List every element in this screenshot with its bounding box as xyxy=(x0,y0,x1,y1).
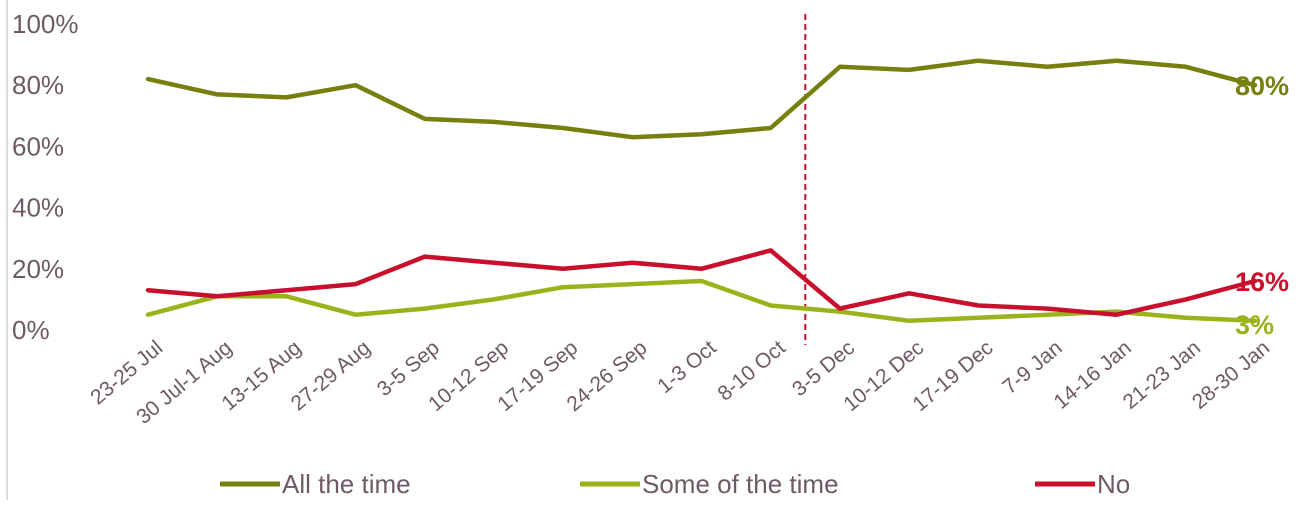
y-tick-label: 40% xyxy=(12,193,64,223)
y-tick-label: 60% xyxy=(12,131,64,161)
x-tick-label: 1-3 Oct xyxy=(653,336,721,398)
legend-label: Some of the time xyxy=(642,469,839,499)
series-end-label: 3% xyxy=(1235,310,1274,340)
y-tick-label: 80% xyxy=(12,70,64,100)
series-end-label: 16% xyxy=(1235,267,1289,297)
series-line-2 xyxy=(145,248,1258,317)
series-line-0 xyxy=(145,58,1258,140)
series-line-1 xyxy=(145,278,1258,324)
x-tick-label: 28-30 Jan xyxy=(1188,336,1274,414)
y-tick-label: 100% xyxy=(12,9,79,39)
legend-label: All the time xyxy=(282,469,411,499)
x-tick-label: 8-10 Oct xyxy=(713,336,790,405)
legend-label: No xyxy=(1097,469,1130,499)
y-tick-label: 20% xyxy=(12,254,64,284)
series-end-label: 80% xyxy=(1235,71,1289,101)
y-tick-label: 0% xyxy=(12,315,50,345)
